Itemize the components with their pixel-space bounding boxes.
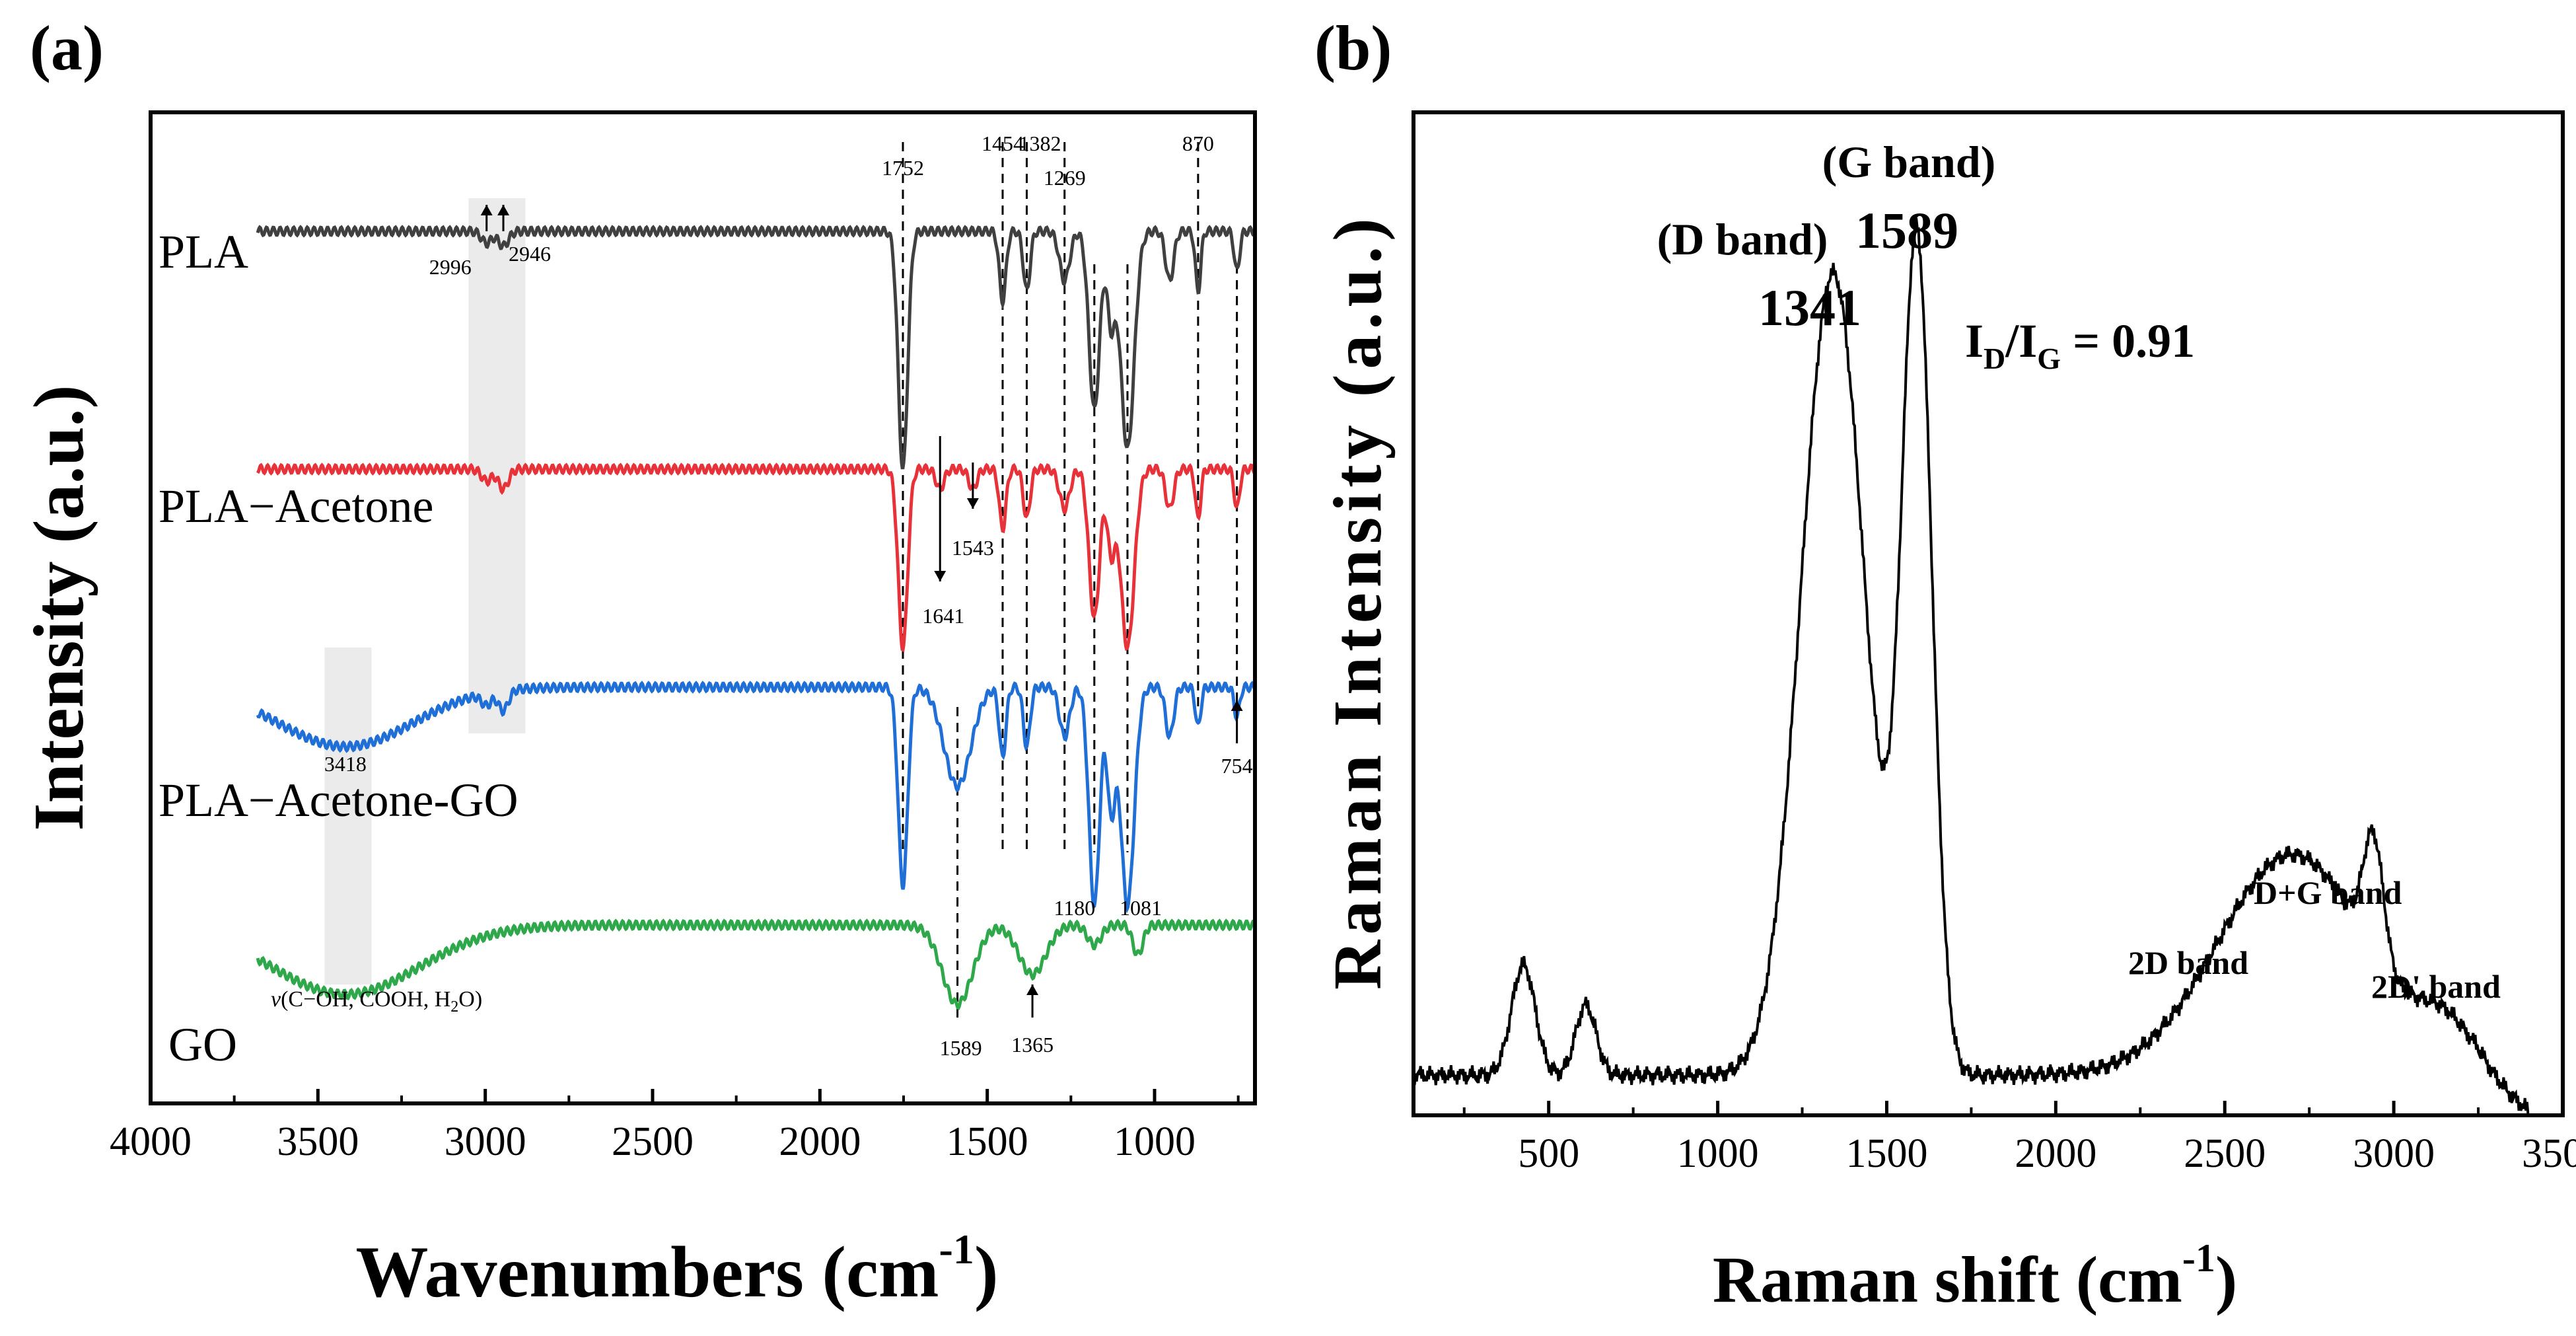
raman-chart: 500 1000 1500 2000 2500 3000 3500 (G band) 158… [1320, 110, 2576, 1316]
raman-x-axis-title: Raman shift (cm-1) [1713, 1236, 2237, 1316]
g-band-value: 1589 [1855, 202, 1958, 259]
ftir-x-axis-title: Wavenumbers (cm-1) [356, 1226, 999, 1312]
ftir-series-line [256, 918, 1257, 1010]
x-tick-label: 3000 [445, 1119, 526, 1164]
shaded-region [324, 648, 372, 984]
ftir-series-line [256, 681, 1257, 914]
annotation-arrowhead [1231, 700, 1243, 711]
x-tick-label: 2000 [2015, 1131, 2096, 1176]
x-tick-label: 1500 [1845, 1131, 1927, 1176]
x-tick-label: 2500 [2184, 1131, 2266, 1176]
x-tick-label: 500 [1518, 1131, 1579, 1176]
annotation-arrowhead [966, 498, 979, 509]
ftir-curve-labels: PLA PLA−Acetone PLA−Acetone-GO GO [159, 225, 518, 1071]
panel-a-label: (a) [30, 13, 104, 83]
peak-annotation: 1641 [922, 604, 964, 628]
intensity-ratio: ID/IG = 0.91 [1965, 315, 2195, 375]
raman-plot-frame [1412, 110, 2565, 1117]
g-band-label: (G band) [1822, 137, 1996, 187]
peak-annotation: 754 [1221, 754, 1253, 778]
shaded-region [468, 198, 526, 733]
ftir-x-ticks: 4000 3500 3000 2500 2000 1500 1000 [110, 1089, 1240, 1164]
x-tick-label: 4000 [110, 1119, 192, 1164]
peak-annotation: 1269 [1044, 166, 1086, 190]
raman-series-group [1412, 217, 2530, 1115]
raman-series-line [1412, 217, 2530, 1115]
peak-annotation: 1752 [882, 156, 924, 180]
x-tick-label: 1500 [947, 1119, 1028, 1164]
peak-annotation: 1589 [940, 1036, 982, 1060]
x-tick-label: 3500 [277, 1119, 359, 1164]
peak-annotation: 1543 [952, 536, 994, 560]
peak-annotation: 870 [1182, 131, 1214, 155]
peak-annotation: 1454 [982, 131, 1024, 155]
x-tick-label: 3500 [2522, 1131, 2576, 1176]
curve-label: GO [168, 1018, 237, 1071]
ftir-band-note: v(C−OH, COOH, H2O) [271, 987, 482, 1016]
ftir-series-group [256, 225, 1257, 1010]
2d-band-label: 2D band [2128, 944, 2248, 981]
x-tick-label: 1000 [1114, 1119, 1196, 1164]
ftir-plot-frame [149, 110, 1257, 1105]
d-band-value: 1341 [1758, 279, 1861, 336]
peak-annotation: 3418 [324, 752, 367, 776]
x-tick-label: 3000 [2353, 1131, 2435, 1176]
peak-annotation: 1180 [1054, 896, 1095, 920]
panel-b-label: (b) [1314, 13, 1392, 83]
annotation-arrowhead [497, 205, 510, 215]
2d-prime-band-label: 2D' band [2371, 968, 2501, 1005]
annotation-arrowhead [480, 205, 493, 215]
ftir-y-axis-title: Intensity (a.u.) [20, 385, 98, 831]
ftir-series-line [256, 463, 1256, 653]
d-band-label: (D band) [1657, 214, 1828, 264]
ftir-shaded-regions [324, 198, 526, 984]
curve-label: PLA−Acetone [159, 480, 434, 533]
peak-annotation: 1382 [1019, 131, 1061, 155]
raman-y-axis-title: Raman Intensity (a.u.) [1320, 213, 1396, 990]
annotation-arrowhead [1026, 984, 1039, 995]
raman-x-ticks: 500 1000 1500 2000 2500 3000 3500 [1462, 1101, 2576, 1176]
peak-annotation: 2996 [429, 255, 472, 279]
peak-annotation: 1365 [1011, 1033, 1054, 1057]
annotation-arrowhead [934, 571, 947, 581]
ftir-chart: 4000 3500 3000 2500 2000 1500 1000 PLA PLA−Acet… [20, 110, 1257, 1312]
dg-band-label: D+G band [2254, 874, 2402, 911]
ftir-vertical-markers [902, 142, 1238, 1018]
peak-annotation: 1081 [1120, 896, 1162, 920]
curve-label: PLA−Acetone-GO [159, 774, 518, 827]
x-tick-label: 2500 [612, 1119, 694, 1164]
peak-annotation: 2946 [509, 242, 551, 266]
ftir-series-line [256, 225, 1257, 470]
x-tick-label: 2000 [779, 1119, 861, 1164]
x-tick-label: 1000 [1677, 1131, 1759, 1176]
curve-label: PLA [159, 225, 248, 278]
